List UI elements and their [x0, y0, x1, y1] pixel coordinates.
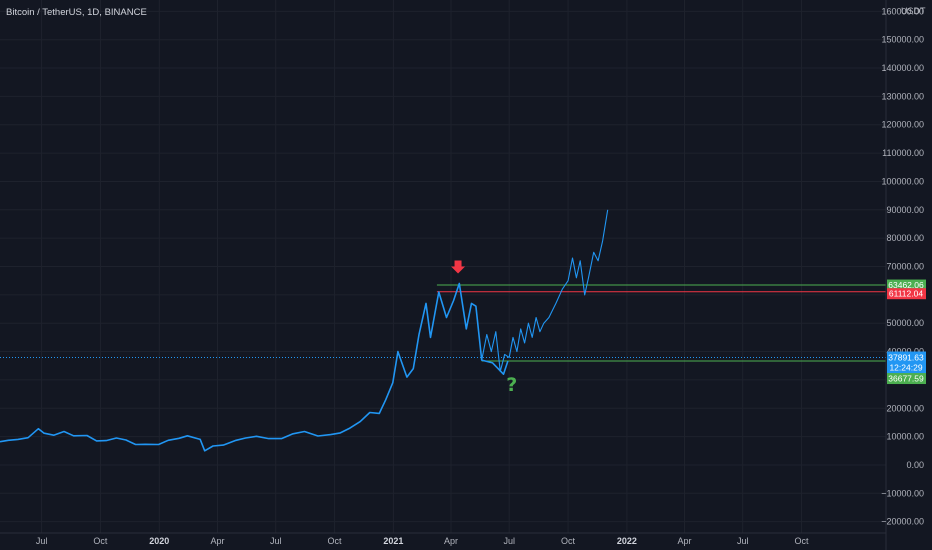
- current-price-badge: [887, 351, 926, 374]
- price-tick-label: −10000.00: [881, 488, 924, 498]
- grid: [0, 0, 886, 533]
- level-badge-label: 61112.04: [889, 289, 923, 299]
- time-tick-label: Oct: [795, 536, 810, 546]
- price-tick-label: 100000.00: [881, 176, 924, 186]
- price-tick-label: 0.00: [906, 460, 924, 470]
- price-tick-label: −20000.00: [881, 517, 924, 527]
- price-tick-label: 120000.00: [881, 120, 924, 130]
- level-badge: [887, 288, 926, 300]
- level-badge-label: 36677.59: [888, 374, 924, 384]
- current-price-label: 37891.63: [888, 353, 924, 363]
- price-tick-label: 50000.00: [886, 318, 924, 328]
- currency-label[interactable]: USDT: [901, 6, 926, 16]
- time-axis[interactable]: Jul Oct 2020 Apr Jul Oct 2021 Apr Jul Oct 2022 Apr J…: [36, 536, 809, 546]
- horizontal-levels[interactable]: [0, 284, 886, 362]
- price-tick-label: 130000.00: [881, 91, 924, 101]
- price-tick-label: 20000.00: [886, 403, 924, 413]
- time-tick-label: Oct: [561, 536, 576, 546]
- candle-countdown-label: 12:24:29: [889, 363, 922, 373]
- symbol-title[interactable]: Bitcoin / TetherUS, 1D, BINANCE: [6, 7, 147, 18]
- time-tick-label: Jul: [36, 536, 48, 546]
- price-tick-label: 110000.00: [882, 148, 924, 158]
- price-axis-panel[interactable]: [886, 0, 932, 550]
- price-series-line: [0, 282, 509, 452]
- price-tick-label: 80000.00: [886, 233, 924, 243]
- time-tick-label: Jul: [503, 536, 515, 546]
- question-mark-annotation: ?: [506, 374, 517, 396]
- level-badge: [887, 279, 926, 291]
- time-tick-label: Apr: [210, 536, 224, 546]
- price-tick-label: 160000.00: [881, 6, 924, 16]
- price-tick-label: 150000.00: [881, 35, 924, 45]
- down-arrow-icon: [451, 260, 466, 274]
- time-tick-label: 2021: [383, 536, 403, 546]
- time-tick-label: 2022: [617, 536, 637, 546]
- price-tick-label: 70000.00: [886, 262, 924, 272]
- price-series: [0, 209, 609, 452]
- time-tick-label: Apr: [444, 536, 458, 546]
- time-tick-label: 2020: [149, 536, 169, 546]
- time-tick-label: Jul: [270, 536, 282, 546]
- price-tick-label: 90000.00: [886, 205, 924, 215]
- time-tick-label: Apr: [677, 536, 691, 546]
- projection-series-line: [481, 209, 609, 372]
- price-tick-label: 140000.00: [881, 63, 924, 73]
- time-tick-label: Oct: [328, 536, 343, 546]
- time-tick-label: Oct: [93, 536, 108, 546]
- annotations: ?: [451, 260, 517, 396]
- time-tick-label: Jul: [737, 536, 749, 546]
- level-badge: [887, 373, 926, 385]
- price-tick-label: 10000.00: [886, 432, 924, 442]
- level-badge-label: 63462.06: [888, 280, 924, 290]
